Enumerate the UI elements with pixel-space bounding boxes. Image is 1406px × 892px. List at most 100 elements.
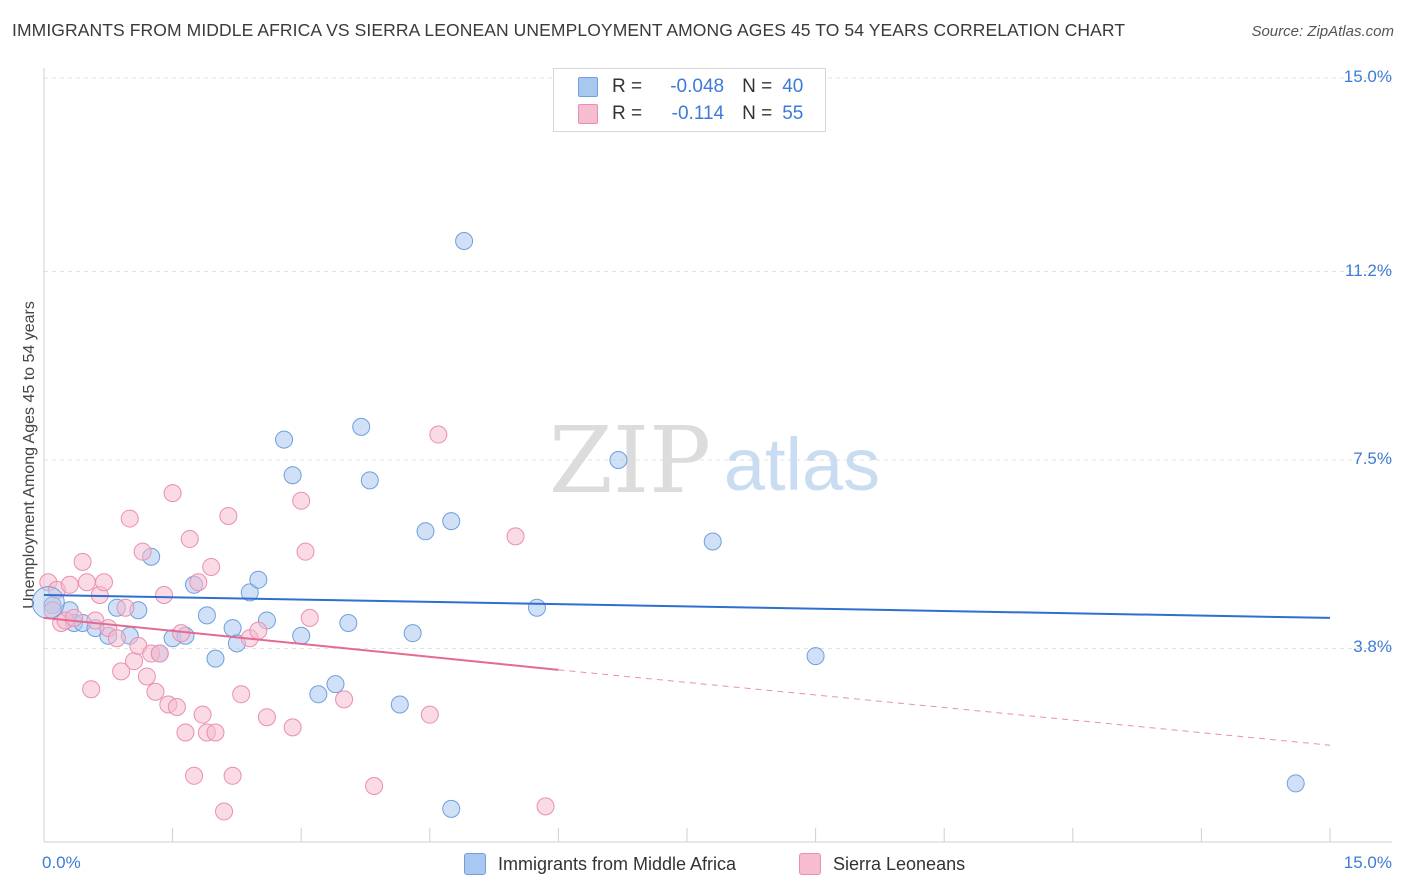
point-s1-41: [232, 685, 251, 704]
point-s1-9: [82, 680, 101, 699]
point-s1-44: [257, 708, 276, 727]
point-s1-46: [292, 491, 311, 510]
point-s1-45: [283, 718, 302, 737]
point-s1-23: [146, 682, 165, 701]
point-s1-53: [506, 527, 525, 546]
point-s0-24: [309, 685, 328, 704]
point-s1-30: [176, 723, 195, 742]
y-tick-label: 11.2%: [1345, 260, 1392, 280]
bottom-legend-swatch-pink: [799, 853, 821, 875]
watermark-zip: ZIP: [549, 407, 711, 514]
legend-r-label: R =: [612, 103, 643, 124]
chart-title: IMMIGRANTS FROM MIDDLE AFRICA VS SIERRA …: [12, 20, 1126, 40]
point-s0-26: [339, 613, 358, 632]
legend-swatch-pink: [578, 104, 598, 124]
point-s0-31: [416, 522, 435, 541]
watermark-atlas: atlas: [724, 423, 880, 506]
point-s1-32: [185, 766, 204, 785]
point-large-cluster: [31, 586, 65, 620]
point-s1-21: [137, 667, 156, 686]
point-s1-49: [335, 690, 354, 709]
point-s0-30: [403, 624, 422, 643]
point-s1-40: [223, 766, 242, 785]
point-s1-17: [120, 509, 139, 528]
point-s0-27: [352, 417, 371, 436]
point-s0-33: [442, 512, 461, 531]
source-label: Source: ZipAtlas.com: [1251, 23, 1394, 40]
point-s1-47: [296, 542, 315, 561]
point-s1-37: [206, 723, 225, 742]
point-s0-25: [326, 675, 345, 694]
point-s0-19: [249, 570, 268, 589]
point-s1-48: [300, 608, 319, 627]
data-points: [31, 231, 1305, 821]
x-tick-label-min: 0.0%: [42, 853, 81, 872]
axes: [43, 68, 1392, 843]
point-s1-7: [73, 552, 92, 571]
trend-line-sierra-leoneans: [43, 616, 559, 671]
y-tick-label: 15.0%: [1343, 67, 1392, 86]
point-s0-32: [442, 799, 461, 818]
point-s1-31: [180, 529, 199, 548]
legend-r-value: -0.114: [671, 103, 725, 124]
y-tick-label: 7.5%: [1353, 449, 1392, 468]
trend-lines: [43, 593, 1331, 746]
point-s1-51: [420, 705, 439, 724]
watermark: ZIP atlas: [549, 407, 880, 514]
point-s0-23: [292, 626, 311, 645]
legend-row-middle-africa: R = -0.048 N = 40: [578, 75, 803, 99]
point-s1-18: [125, 652, 144, 671]
bottom-legend-sierra-leoneans: Sierra Leoneans: [799, 852, 965, 876]
point-s0-36: [609, 451, 628, 469]
point-s1-16: [116, 598, 135, 617]
point-s1-12: [95, 573, 114, 592]
point-s0-22: [283, 466, 302, 485]
point-s1-15: [112, 662, 131, 681]
point-s0-39: [1286, 774, 1305, 793]
point-s1-39: [219, 507, 238, 526]
bottom-legend-label: Immigrants from Middle Africa: [498, 853, 737, 874]
bottom-legend-label: Sierra Leoneans: [833, 853, 966, 874]
point-s1-6: [65, 608, 84, 627]
point-s1-38: [215, 802, 234, 821]
point-s0-38: [806, 647, 825, 666]
legend-n-label: N =: [742, 103, 773, 124]
point-s1-52: [429, 425, 448, 444]
point-s0-35: [527, 598, 546, 617]
point-s0-34: [455, 231, 474, 250]
point-s1-24: [150, 644, 169, 663]
legend-r-label: R =: [612, 76, 643, 97]
trend-line-middle-africa: [43, 593, 1331, 619]
point-s1-5: [60, 575, 79, 594]
point-s1-43: [249, 621, 268, 640]
trend-line-sierra-leoneans-extension: [558, 669, 1331, 746]
point-s1-8: [77, 573, 96, 592]
legend-n-value: 55: [782, 103, 804, 124]
point-s0-14: [197, 606, 216, 625]
x-tick-label-max: 15.0%: [1343, 853, 1392, 872]
correlation-legend: R = -0.048 N = 40 R = -0.114 N = 55: [553, 68, 826, 132]
point-s0-28: [360, 471, 379, 490]
legend-n-label: N =: [742, 76, 773, 97]
point-s1-50: [365, 776, 384, 795]
legend-r-value: -0.048: [670, 76, 725, 97]
y-tick-label: 3.8%: [1353, 637, 1392, 657]
point-s0-21: [275, 430, 294, 449]
bottom-legend-middle-africa: Immigrants from Middle Africa: [464, 852, 736, 876]
point-s1-33: [189, 573, 208, 592]
point-s1-34: [193, 705, 212, 724]
gridlines: [44, 77, 1392, 649]
point-s0-37: [703, 532, 722, 551]
point-s0-18: [240, 583, 259, 602]
point-s0-16: [223, 619, 242, 638]
point-s1-14: [107, 629, 126, 648]
legend-row-sierra-leoneans: R = -0.114 N = 55: [578, 102, 803, 126]
point-s1-54: [536, 797, 555, 816]
point-s1-25: [155, 585, 174, 604]
bottom-legend-swatch-blue: [464, 853, 486, 875]
legend-swatch-blue: [578, 77, 598, 97]
point-s1-36: [202, 557, 221, 576]
point-s1-20: [133, 542, 152, 561]
legend-n-value: 40: [782, 76, 804, 97]
